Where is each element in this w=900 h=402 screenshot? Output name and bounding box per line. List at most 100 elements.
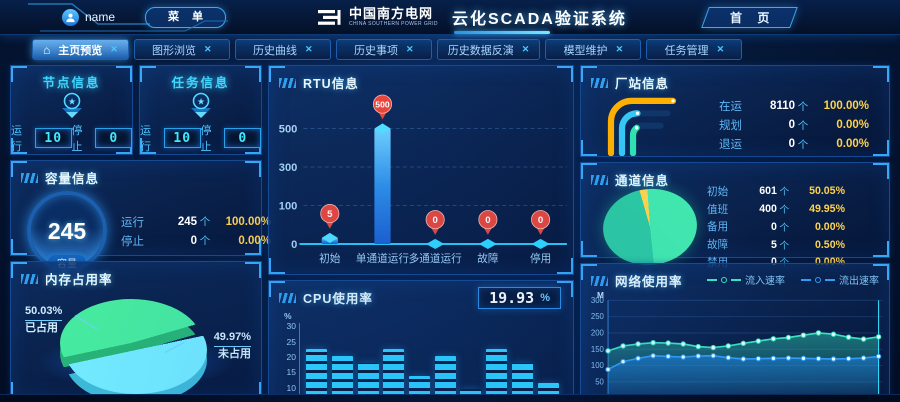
svg-text:停用: 停用 [530, 252, 551, 265]
svg-text:300: 300 [591, 296, 605, 305]
run-label: 运行 [140, 125, 151, 153]
tab-5[interactable]: 历史数据反演 ✕ [436, 39, 541, 60]
slashes-icon [21, 172, 38, 183]
capacity-value: 245 [47, 217, 87, 244]
tab-close-icon[interactable]: ✕ [204, 44, 212, 54]
slashes-icon [279, 77, 296, 88]
node-badge-icon: ★ [11, 92, 132, 122]
tab-close-icon[interactable]: ✕ [716, 44, 725, 54]
svg-text:300: 300 [279, 162, 298, 174]
svg-text:100: 100 [591, 361, 605, 370]
svg-text:50: 50 [595, 377, 604, 386]
cpu-bar [357, 363, 379, 402]
svg-text:初始: 初始 [319, 252, 341, 265]
used-label: 已占用 [25, 321, 58, 334]
panel-title: 任务信息 [171, 76, 230, 90]
tab-4[interactable]: 历史事项 ✕ [335, 39, 432, 60]
tab-label: 图形浏览 [152, 44, 197, 57]
tab-label: 任务管理 [664, 44, 709, 57]
svg-text:500: 500 [375, 100, 390, 110]
pie-slice-free [65, 306, 207, 394]
stat-row: 规划 0 个 0.00% [719, 117, 877, 133]
stat-label: 备用 [707, 221, 729, 234]
panel-rtu-info: RTU信息 0 100 300 500 5 初始 500 单通道运行 0 多通道运行 0 故障 0 停用 [268, 65, 574, 276]
legend-item[interactable]: 流入速率 [707, 272, 785, 287]
legend-item[interactable]: 流出速率 [801, 272, 879, 287]
svg-text:M: M [597, 292, 604, 300]
legend-line [825, 278, 835, 281]
stop-label: 停止 [71, 125, 83, 153]
stat-label: 故障 [707, 239, 729, 251]
brand-name-cn: 中国南方电网 [349, 6, 434, 21]
stat-row: 停止 0 个 0.00% [121, 233, 271, 249]
panel-memory-usage: 内存占用率 50.03% 已占用 49.97% 未占用 [10, 261, 262, 402]
memory-pie-chart: 50.03% 已占用 49.97% 未占用 [11, 290, 261, 402]
panel-node-info: 节点信息 ★ 运行 10 [10, 65, 133, 155]
slashes-icon [591, 174, 608, 185]
tab-close-icon[interactable]: ✕ [406, 44, 414, 54]
panel-title: RTU信息 [303, 77, 359, 91]
run-value: 10 [34, 128, 72, 148]
svg-text:★: ★ [67, 97, 75, 107]
svg-text:0: 0 [485, 215, 490, 226]
svg-text:0: 0 [291, 239, 297, 251]
menu-button[interactable]: 菜 单 [145, 6, 227, 28]
header: name 菜 单 中国南方电网 CHINA SOUTHERN POWER GRI… [0, 0, 900, 35]
system-title: 云化SCADA验证系统 [452, 5, 627, 34]
user-account[interactable]: name [62, 8, 116, 26]
stop-label: 停止 [200, 125, 212, 153]
stat-row: 退运 0 个 0.00% [719, 136, 877, 152]
panel-title: 内存占用率 [45, 273, 113, 287]
tab-close-icon[interactable]: ✕ [305, 44, 313, 54]
tab-label: 历史曲线 [253, 44, 298, 57]
tab-7[interactable]: 任务管理 ✕ [646, 39, 743, 60]
station-arc-chart [607, 97, 677, 156]
tab-close-icon[interactable]: ✕ [110, 44, 118, 54]
home-button[interactable]: 首 页 [700, 6, 798, 28]
legend-dot-icon [721, 276, 727, 283]
stat-value: 0 [788, 138, 795, 150]
panel-task-info: 任务信息 ★ 运行 10 [139, 65, 262, 155]
stop-value: 0 [224, 128, 261, 148]
stat-label: 在运 [719, 101, 742, 113]
cpu-bar-chart: % 051015202530 [284, 311, 565, 402]
panel-station-info: 厂站信息 在运 8110 个 100.00% 规划 0 个 0.00% 退运 0 个 0.00% [580, 65, 890, 157]
svg-text:★: ★ [196, 97, 204, 107]
slashes-icon [21, 273, 38, 284]
panel-title: 网络使用率 [615, 275, 683, 289]
tab-3[interactable]: 历史曲线 ✕ [234, 39, 331, 60]
stat-row: 备用 0 个 0.00% [707, 219, 877, 234]
svg-text:单通道运行: 单通道运行 [356, 252, 410, 265]
cpu-bar [511, 363, 533, 402]
cpu-value: 19.93 [489, 289, 535, 308]
stat-row: 故障 5 个 0.50% [707, 237, 877, 252]
stat-percent: 0.00% [814, 220, 845, 233]
tab-close-icon[interactable]: ✕ [615, 44, 624, 54]
slashes-icon [279, 292, 296, 303]
stat-value: 0 [771, 220, 777, 233]
panel-title: CPU使用率 [303, 292, 373, 307]
free-label: 未占用 [218, 347, 251, 360]
free-callout: 49.97% 未占用 [213, 330, 251, 362]
svg-text:200: 200 [591, 329, 605, 338]
stat-value: 0 [736, 256, 777, 268]
used-percent: 50.03% [25, 304, 63, 321]
user-name: name [85, 10, 116, 24]
station-rows: 在运 8110 个 100.00% 规划 0 个 0.00% 退运 0 个 0.00% [719, 95, 881, 155]
user-avatar-icon [62, 8, 79, 26]
right-column: 厂站信息 在运 8110 个 100.00% 规划 0 个 0.00% 退运 0 个 0.00% 通道… [580, 65, 890, 402]
stop-value: 0 [95, 128, 132, 148]
tab-close-icon[interactable]: ✕ [521, 44, 530, 54]
stat-percent: 100.00% [823, 100, 869, 112]
tab-2[interactable]: 图形浏览 ✕ [133, 39, 230, 60]
tab-1[interactable]: ⌂ 主页预览 ✕ [32, 39, 129, 60]
stat-percent: 0.00% [238, 234, 271, 247]
stat-label: 值班 [707, 203, 729, 216]
stat-unit: 个 [797, 119, 809, 132]
stat-value: 8110 [770, 100, 795, 112]
tab-6[interactable]: 模型维护 ✕ [545, 39, 642, 60]
svg-text:多通道运行: 多通道运行 [409, 252, 463, 265]
stat-value: 400 [759, 203, 777, 215]
